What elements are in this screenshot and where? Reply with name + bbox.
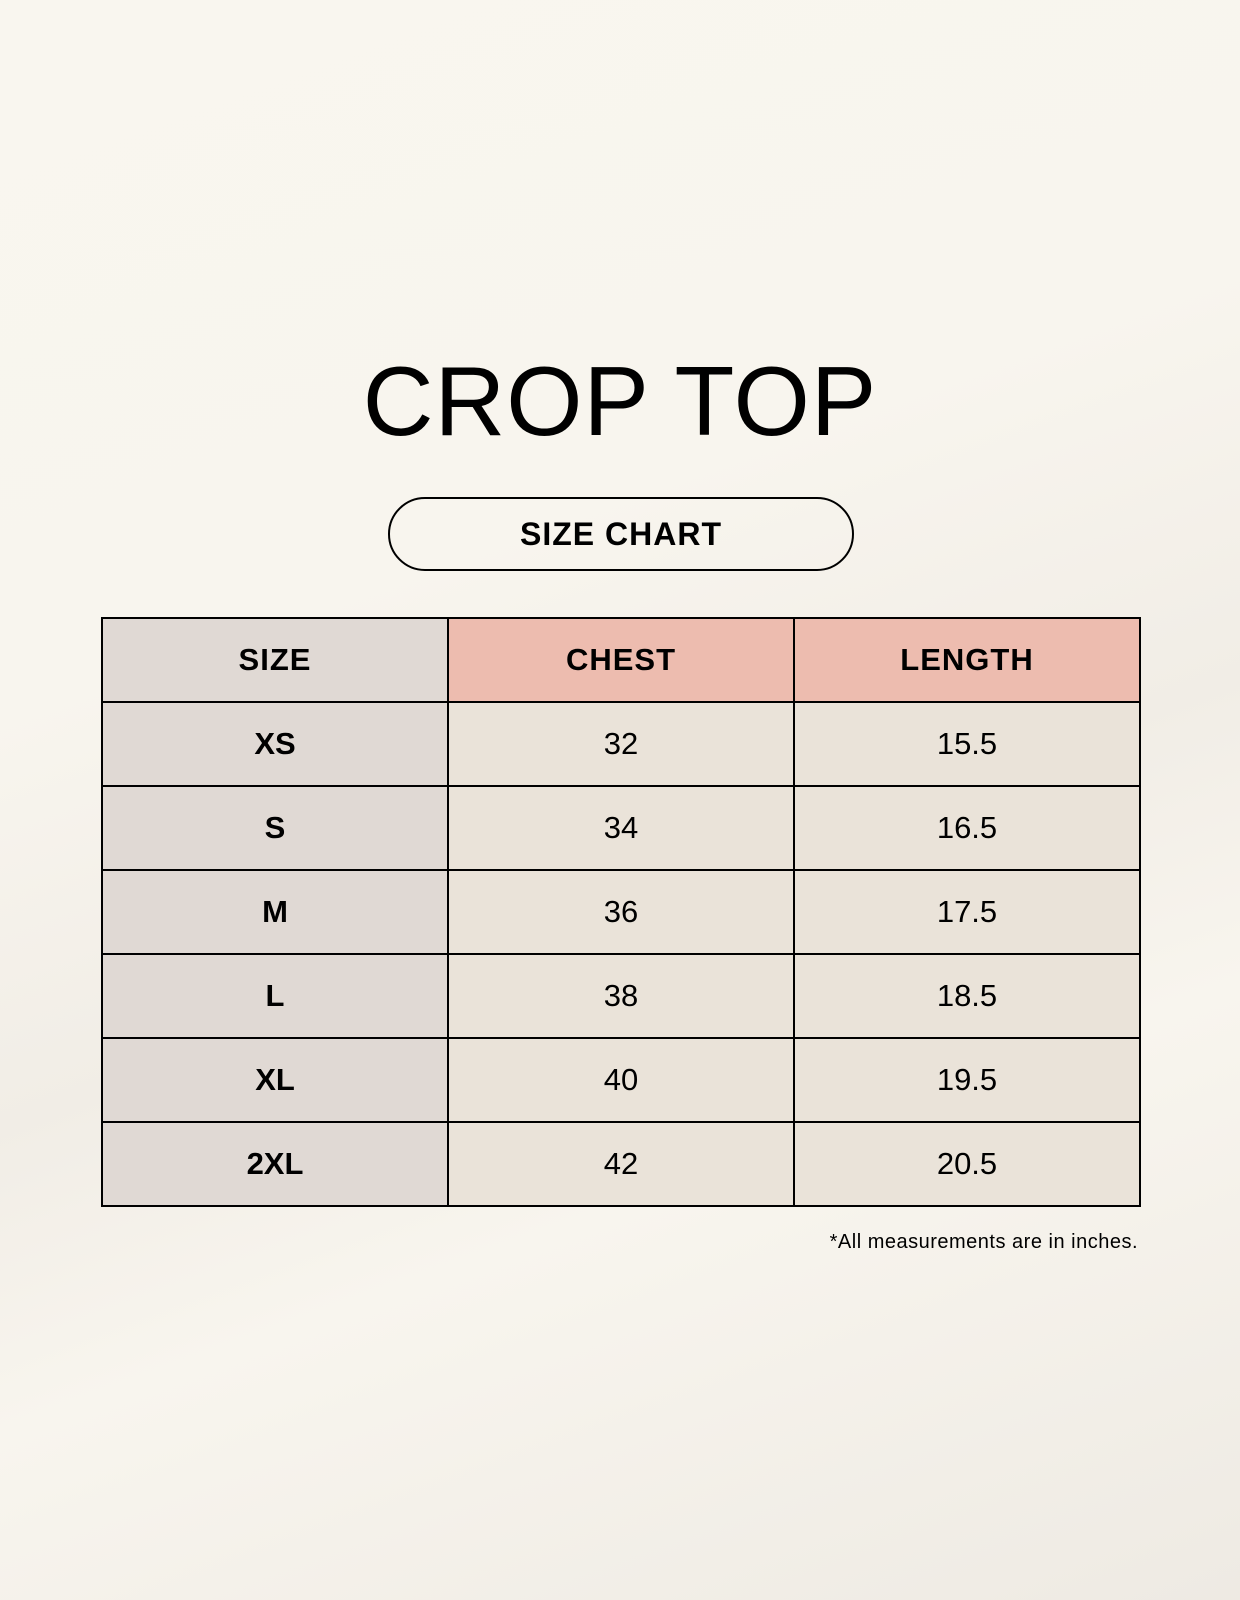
cell-length: 15.5 <box>793 701 1141 787</box>
header-chest: CHEST <box>447 617 795 703</box>
footnote: *All measurements are in inches. <box>829 1231 1138 1253</box>
cell-chest: 32 <box>447 701 795 787</box>
cell-chest: 36 <box>447 869 795 955</box>
cell-chest: 38 <box>447 953 795 1039</box>
table-row: XS 32 15.5 <box>101 701 1141 787</box>
table-row: L 38 18.5 <box>101 953 1141 1039</box>
header-size: SIZE <box>101 617 449 703</box>
cell-length: 19.5 <box>793 1037 1141 1123</box>
size-table: SIZE CHEST LENGTH XS 32 15.5 S 34 16.5 M 36 17.5… <box>101 617 1141 1207</box>
table-row: S 34 16.5 <box>101 785 1141 871</box>
table-row: 2XL 42 20.5 <box>101 1121 1141 1207</box>
header-length: LENGTH <box>793 617 1141 703</box>
cell-length: 16.5 <box>793 785 1141 871</box>
size-chart-label: SIZE CHART <box>388 497 854 571</box>
cell-size: S <box>101 785 449 871</box>
table-row: M 36 17.5 <box>101 869 1141 955</box>
table-row: XL 40 19.5 <box>101 1037 1141 1123</box>
cell-size: M <box>101 869 449 955</box>
cell-chest: 34 <box>447 785 795 871</box>
cell-chest: 40 <box>447 1037 795 1123</box>
cell-length: 18.5 <box>793 953 1141 1039</box>
cell-chest: 42 <box>447 1121 795 1207</box>
cell-length: 20.5 <box>793 1121 1141 1207</box>
cell-size: XL <box>101 1037 449 1123</box>
cell-length: 17.5 <box>793 869 1141 955</box>
cell-size: XS <box>101 701 449 787</box>
cell-size: 2XL <box>101 1121 449 1207</box>
table-header-row: SIZE CHEST LENGTH <box>101 617 1141 703</box>
cell-size: L <box>101 953 449 1039</box>
page-title: CROP TOP <box>362 346 878 456</box>
